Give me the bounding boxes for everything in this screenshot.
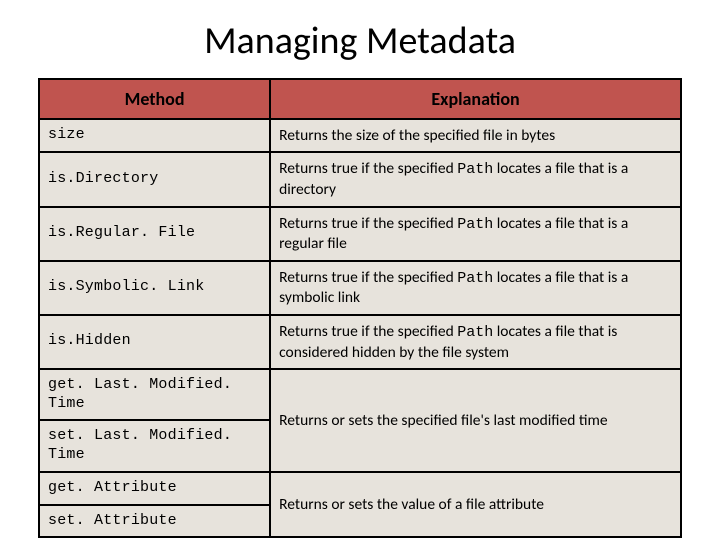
explanation-text-pre: Returns true if the specified xyxy=(279,159,457,178)
explanation-cell: Returns true if the specified Path locat… xyxy=(270,315,681,369)
method-cell: is.Directory xyxy=(39,152,270,206)
table-header-row: Method Explanation xyxy=(39,79,681,119)
table-row: is.Symbolic. LinkReturns true if the spe… xyxy=(39,261,681,315)
method-cell: is.Regular. File xyxy=(39,207,270,261)
path-code: Path xyxy=(457,324,493,341)
table-row: get. AttributeReturns or sets the value … xyxy=(39,472,681,505)
method-cell: is.Hidden xyxy=(39,315,270,369)
explanation-cell: Returns the size of the specified file i… xyxy=(270,119,681,152)
table-row: is.Regular. FileReturns true if the spec… xyxy=(39,207,681,261)
table-row: is.DirectoryReturns true if the specifie… xyxy=(39,152,681,206)
explanation-cell: Returns true if the specified Path locat… xyxy=(270,152,681,206)
method-cell: set. Last. Modified. Time xyxy=(39,420,270,472)
explanation-cell: Returns or sets the value of a file attr… xyxy=(270,472,681,538)
table-row: get. Last. Modified. TimeReturns or sets… xyxy=(39,369,681,421)
explanation-cell: Returns true if the specified Path locat… xyxy=(270,261,681,315)
explanation-text-pre: Returns true if the specified xyxy=(279,322,457,341)
page-title: Managing Metadata xyxy=(38,18,682,64)
explanation-text-pre: Returns true if the specified xyxy=(279,268,457,287)
explanation-text-pre: Returns or sets the value of a file attr… xyxy=(279,495,544,514)
path-code: Path xyxy=(457,161,493,178)
method-cell: size xyxy=(39,119,270,152)
explanation-cell: Returns true if the specified Path locat… xyxy=(270,207,681,261)
table-row: size Returns the size of the specified fi… xyxy=(39,119,681,152)
metadata-table: Method Explanation size Returns the size … xyxy=(38,78,682,538)
table-row: is.HiddenReturns true if the specified P… xyxy=(39,315,681,369)
explanation-cell: Returns or sets the specified file's las… xyxy=(270,369,681,472)
method-cell: is.Symbolic. Link xyxy=(39,261,270,315)
explanation-text-pre: Returns or sets the specified file's las… xyxy=(279,411,607,430)
path-code: Path xyxy=(457,216,493,233)
col-header-method: Method xyxy=(39,79,270,119)
explanation-text-pre: Returns the size of the specified file i… xyxy=(279,126,555,145)
path-code: Path xyxy=(457,270,493,287)
explanation-text-pre: Returns true if the specified xyxy=(279,214,457,233)
col-header-explanation: Explanation xyxy=(270,79,681,119)
method-cell: get. Attribute xyxy=(39,472,270,505)
method-cell: set. Attribute xyxy=(39,505,270,538)
method-cell: get. Last. Modified. Time xyxy=(39,369,270,421)
